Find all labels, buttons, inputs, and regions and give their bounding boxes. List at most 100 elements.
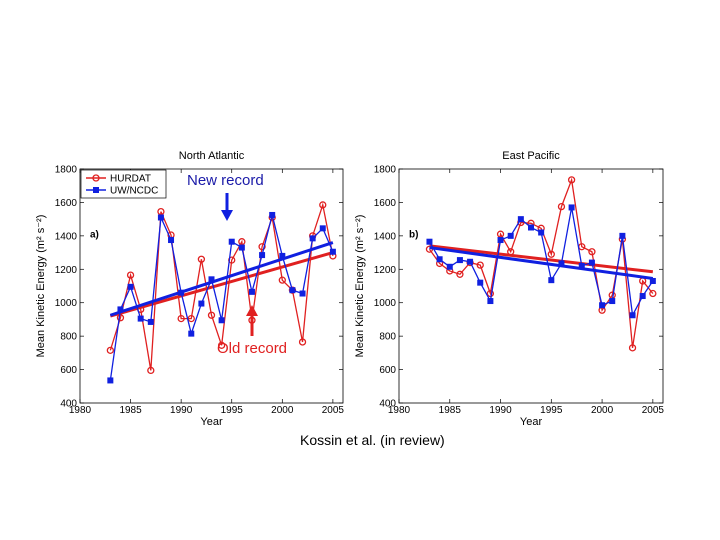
x-tick-label: 1985 [439,405,462,416]
data-point [177,314,185,323]
data-point [187,314,195,323]
data-point [269,211,276,218]
legend-label: HURDAT [110,174,151,185]
trend-line-uw-ncdc [109,241,334,317]
panel-label: a) [90,230,99,241]
x-tick-label: 2005 [642,405,665,416]
data-point [568,204,575,211]
data-point [507,232,514,239]
y-tick-label: 1600 [374,198,397,209]
x-tick-label: 1990 [489,405,512,416]
data-point [538,229,545,236]
data-point [619,232,626,239]
data-point [107,377,114,384]
y-tick-label: 1200 [374,265,397,276]
legend-marker [92,174,100,182]
data-point [217,341,226,349]
y-tick-label: 1200 [55,265,78,276]
y-tick-label: 600 [379,365,396,376]
data-point [517,216,524,223]
data-point [456,257,463,264]
plot-frame [79,168,344,404]
chart-title: North Atlantic [179,150,245,162]
data-point [248,288,255,295]
y-tick-label: 1000 [374,298,397,309]
x-tick-label: 1995 [221,405,244,416]
panel-label: b) [409,230,418,241]
data-point [218,317,225,324]
data-point [278,276,286,284]
data-point [178,289,185,296]
data-point [197,255,206,263]
y-tick-label: 1400 [55,231,78,242]
data-point [147,318,154,325]
trend-line-hurdat [109,251,334,318]
x-axis-label: Year [520,416,543,428]
x-tick-label: 2000 [591,405,614,416]
data-point [319,225,326,232]
data-point [168,237,175,244]
data-point [476,261,484,269]
data-point [279,252,286,259]
data-point [528,224,534,231]
y-axis-label: Mean Kinetic Energy (m² s⁻²) [354,215,366,358]
data-point [599,302,606,309]
y-tick-label: 1600 [55,198,78,209]
x-tick-label: 1985 [119,405,142,416]
y-tick-label: 400 [379,399,396,410]
data-point [299,290,306,297]
y-tick-label: 800 [379,332,396,343]
data-point [588,259,595,266]
data-point [547,250,555,258]
legend-label: UW/NCDC [110,186,158,197]
data-point [117,306,124,313]
legend-marker [93,187,99,193]
old-record-label: Old record [217,340,288,357]
y-tick-label: 600 [60,365,77,376]
data-point [329,248,336,255]
data-point [198,300,205,307]
data-point [258,243,266,251]
y-tick-label: 800 [60,332,77,343]
data-point [127,283,134,290]
data-point [629,312,636,319]
new-record-label: New record [187,172,264,189]
data-point [567,176,576,184]
data-point [558,260,565,267]
data-point [188,330,195,337]
data-point [578,262,585,269]
data-point [487,298,494,305]
old-record-arrowhead [246,305,258,316]
y-tick-label: 400 [60,399,77,410]
y-axis-label: Mean Kinetic Energy (m² s⁻²) [35,215,47,358]
y-tick-label: 1000 [55,298,78,309]
x-tick-label: 2000 [271,405,294,416]
data-point [207,311,216,319]
trend-line-hurdat [429,244,654,274]
data-point [436,256,443,263]
y-tick-label: 1800 [374,165,397,176]
data-point [628,344,637,352]
data-point [147,366,155,375]
y-tick-label: 1400 [374,231,397,242]
series-line-hurdat [109,202,334,371]
data-point [649,289,657,298]
x-axis-label: Year [200,416,223,428]
data-point [319,201,327,209]
data-point [609,298,616,305]
data-point [426,238,433,245]
data-point [456,270,464,278]
data-point [639,293,646,300]
data-point [228,238,235,245]
x-tick-label: 1980 [69,405,92,416]
panel-east-pacific: 400 600 800 1000 1200 1400 1600 1800 1980 1985 199… [354,150,664,428]
panel-north-atlantic: 400 600 800 1000 1200 1400 1600 1800 1980 1985 199… [35,150,344,428]
data-point [157,214,164,221]
data-point [116,314,125,322]
data-point [259,252,266,259]
x-tick-label: 1980 [388,405,411,416]
chart-title: East Pacific [502,150,560,162]
data-point [126,271,135,279]
data-point [486,289,495,298]
